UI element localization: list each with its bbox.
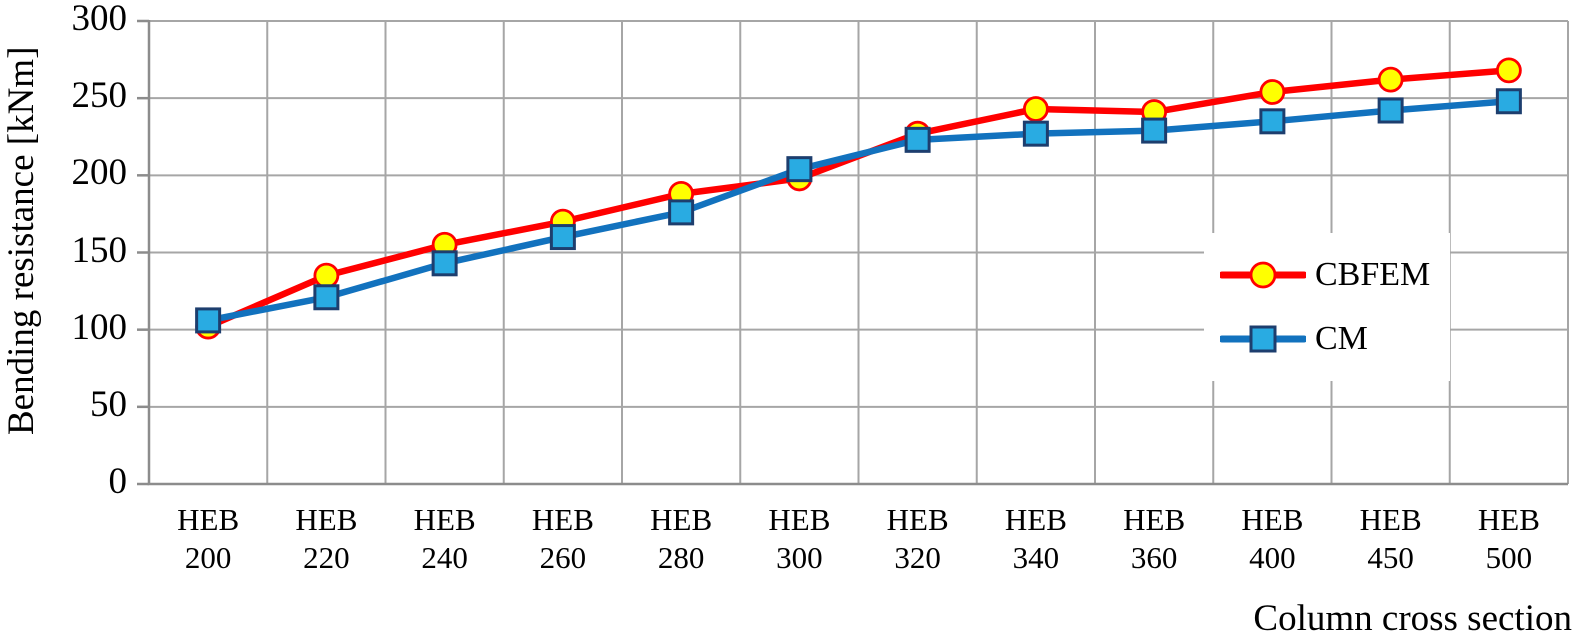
cm-point: [195, 307, 222, 334]
cbfem-point: [1495, 57, 1522, 84]
cm-line-marker-icon: [1220, 325, 1306, 353]
cbfem-line-marker-icon: [1220, 261, 1306, 289]
y-axis-title: Bending resistance [kNm]: [1, 46, 42, 436]
cm-point: [1259, 108, 1286, 135]
cm-point: [1141, 117, 1168, 144]
cbfem-point: [313, 262, 340, 289]
legend-label-cbfem: CBFEM: [1315, 256, 1431, 293]
legend-label-cm: CM: [1315, 320, 1368, 357]
cm-point: [313, 284, 340, 311]
cm-point: [786, 156, 813, 183]
cm-point: [1377, 97, 1404, 124]
cm-point: [1022, 120, 1049, 147]
cm-point: [668, 199, 695, 226]
cbfem-point: [1377, 66, 1404, 93]
cm-point: [549, 224, 576, 251]
legend-entry-cm: CM: [1220, 322, 1450, 356]
cm-line: [204, 98, 1513, 324]
cm-point: [431, 250, 458, 277]
cm-point: [904, 126, 931, 153]
cm-point: [1495, 88, 1522, 115]
cbfem-point: [1259, 79, 1286, 105]
x-axis-title: Column cross section: [1253, 598, 1572, 639]
legend: CBFEM CM: [1204, 233, 1450, 381]
legend-entry-cbfem: CBFEM: [1220, 258, 1450, 292]
cbfem-point: [1022, 96, 1049, 122]
